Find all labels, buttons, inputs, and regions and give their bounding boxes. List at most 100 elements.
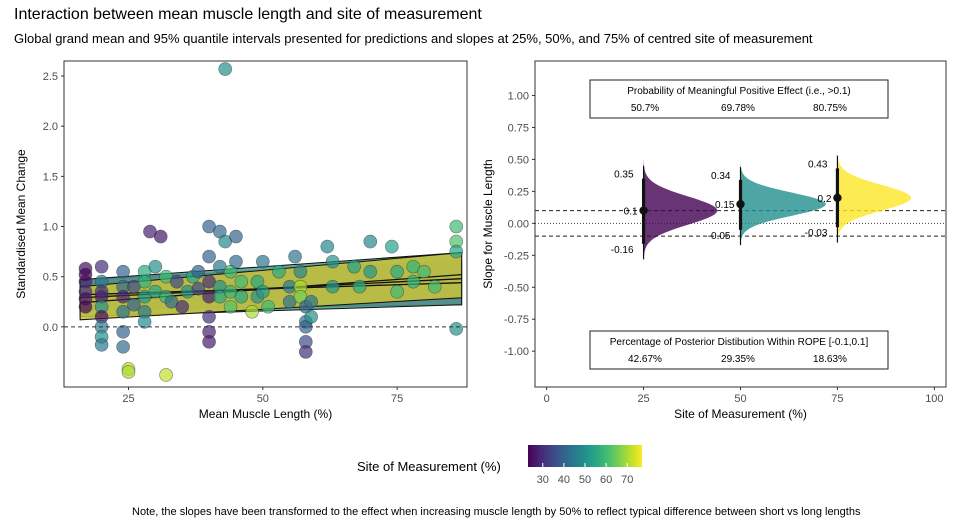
colorbar-tick-label: 70	[621, 474, 633, 486]
data-point	[261, 299, 275, 314]
data-point	[298, 345, 313, 359]
data-point	[78, 267, 93, 282]
data-point	[116, 340, 130, 354]
data-point	[288, 249, 302, 264]
data-point	[202, 249, 216, 264]
rope-box-value: 42.67%	[628, 354, 662, 365]
data-point	[127, 297, 141, 312]
x-tick-label: 50	[257, 393, 269, 405]
data-point	[229, 229, 243, 244]
mean-label: 0.2	[818, 194, 832, 205]
data-point	[94, 259, 109, 274]
y-tick-label: 1.00	[508, 91, 529, 103]
data-point	[363, 264, 378, 279]
y-tick-label: 1.5	[43, 171, 58, 183]
data-point	[406, 274, 421, 289]
data-point	[234, 289, 249, 304]
data-point	[94, 284, 109, 299]
data-point	[304, 294, 318, 309]
probability-box-value: 50.7%	[631, 103, 659, 114]
y-tick-label: 0.75	[508, 122, 529, 134]
data-point	[191, 264, 206, 279]
probability-box-value: 69.78%	[721, 103, 755, 114]
upper-interval-label: 0.34	[711, 171, 731, 182]
probability-box	[589, 79, 889, 119]
chart-title: Interaction between mean muscle length a…	[14, 6, 482, 23]
data-point	[325, 279, 340, 294]
x-tick-label: 100	[925, 393, 943, 405]
lower-interval-label: -0.03	[805, 228, 828, 239]
data-point	[202, 309, 216, 324]
data-point	[137, 314, 152, 329]
data-point	[352, 279, 367, 294]
colorbar-tick-label: 40	[558, 474, 570, 486]
x-tick-label: 75	[391, 393, 403, 405]
y-tick-label: 0.5	[43, 272, 58, 284]
lower-interval-label: -0.05	[708, 231, 731, 242]
y-axis-title: Slope for Muscle Length	[481, 159, 495, 288]
posterior-mean-point	[833, 193, 842, 202]
data-point	[320, 239, 335, 254]
data-point	[78, 299, 93, 314]
data-point	[256, 284, 270, 299]
y-tick-label: -0.50	[504, 282, 529, 294]
data-point	[121, 365, 136, 379]
lower-interval-label: -0.16	[611, 245, 634, 256]
data-point	[347, 259, 361, 274]
footnote: Note, the slopes have been transformed t…	[132, 506, 861, 518]
x-axis-title: Site of Measurement (%)	[674, 407, 807, 421]
upper-interval-label: 0.35	[614, 170, 634, 181]
data-point	[202, 335, 216, 349]
x-tick-label: 75	[831, 393, 843, 405]
data-point	[223, 299, 238, 314]
data-point	[304, 309, 318, 324]
x-tick-label: 25	[637, 393, 649, 405]
y-tick-label: 0.0	[43, 322, 58, 334]
data-point	[175, 299, 190, 314]
data-point	[234, 274, 249, 289]
y-tick-label: 0.00	[508, 218, 529, 230]
y-axis-title: Standardised Mean Change	[14, 149, 28, 299]
data-point	[116, 264, 130, 279]
data-point	[256, 254, 270, 269]
colorbar	[528, 445, 642, 467]
data-point	[449, 244, 464, 259]
left-chart-area: 0.0 0.5 1.0 1.5 2.0 2.5 25 50 75 Mean Muscle Leng…	[14, 60, 468, 421]
rope-box-value: 18.63%	[813, 354, 847, 365]
data-point	[363, 234, 378, 249]
y-tick-label: 0.25	[508, 186, 529, 198]
posterior-density-25	[643, 159, 718, 262]
posterior-mean-point	[736, 199, 745, 209]
data-point	[449, 219, 464, 234]
data-point	[325, 254, 340, 269]
data-point	[218, 62, 232, 76]
x-tick-label: 0	[544, 393, 550, 405]
chart-subtitle: Global grand mean and 95% quantile inter…	[14, 31, 813, 46]
posterior-density-50	[740, 162, 826, 246]
rope-box-title: Percentage of Posterior Distibution With…	[610, 337, 869, 348]
legend-title: Site of Measurement (%)	[357, 459, 501, 474]
probability-box-title: Probability of Meaningful Positive Effec…	[627, 86, 851, 97]
data-point	[245, 304, 259, 319]
data-point	[229, 254, 243, 269]
data-point	[449, 322, 464, 336]
data-point	[153, 229, 168, 244]
y-tick-label: -1.00	[504, 346, 529, 358]
left-panel-border	[63, 60, 468, 388]
data-point	[148, 259, 163, 274]
y-tick-label: 0.50	[508, 154, 529, 166]
data-point	[116, 289, 130, 304]
data-point	[191, 281, 206, 296]
data-point	[427, 279, 442, 294]
colorbar-tick-label: 30	[537, 474, 549, 486]
data-point	[390, 284, 404, 299]
data-point	[116, 304, 130, 319]
x-tick-label: 25	[122, 393, 134, 405]
rope-box-value: 29.35%	[721, 354, 755, 365]
right-chart-area: 0.35 0.1 -0.16 0.34 0.15 -0.05 0.43 0.2 -0.03 Pro…	[481, 60, 947, 421]
posterior-mean-point	[639, 206, 648, 215]
colorbar-tick-label: 50	[579, 474, 591, 486]
color-legend: 30 40 50 60 70	[528, 445, 642, 486]
data-point	[272, 264, 286, 279]
